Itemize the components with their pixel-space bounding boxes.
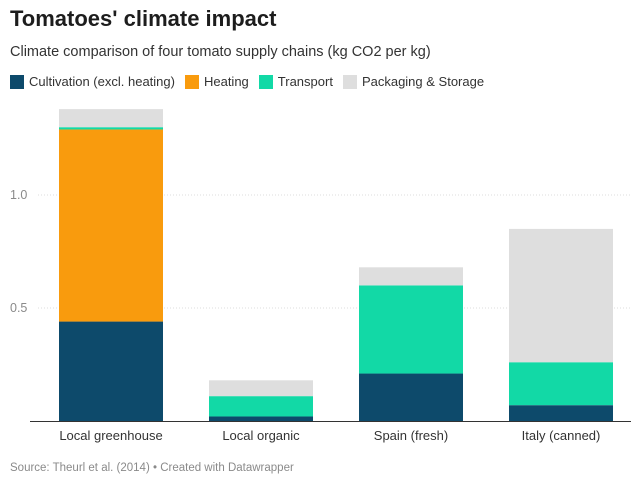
legend-label-cultivation: Cultivation (excl. heating) [29,74,175,89]
bar-segment-cultivation-excl-heating [209,416,313,421]
legend-item-cultivation: Cultivation (excl. heating) [10,74,175,89]
legend-label-packaging: Packaging & Storage [361,74,485,89]
bar-segment-cultivation-excl-heating [59,321,163,421]
source-footer: Source: Theurl et al. (2014) • Created w… [10,462,294,474]
legend-label-transport: Transport [277,74,333,89]
legend-swatch-heating [184,74,199,89]
legend-swatch-cultivation [10,74,24,89]
legend-swatch-transport [258,74,273,89]
legend-item-packaging: Packaging & Storage [342,74,485,89]
chart-subtitle: Climate comparison of four tomato supply… [10,44,431,60]
bar-segment-cultivation-excl-heating [509,405,613,421]
x-category-label: Italy (canned) [522,428,601,443]
y-tick-label: 0.5 [10,301,27,315]
legend: Cultivation (excl. heating) Heating Tran… [10,74,494,89]
bar-segment-transport [509,362,613,406]
x-category-label: Local organic [222,428,300,443]
bar-segment-transport [359,285,463,374]
legend-item-heating: Heating [184,74,249,89]
bar-segment-transport [59,127,163,130]
bar-segment-heating [59,129,163,322]
bar-segment-transport [209,396,313,417]
x-category-label: Spain (fresh) [374,428,448,443]
bar-segment-packaging-storage [59,109,163,128]
legend-swatch-packaging [342,74,357,89]
bar-segment-packaging-storage [359,267,463,286]
chart-title: Tomatoes' climate impact [10,6,277,31]
legend-label-heating: Heating [203,74,249,89]
x-category-label: Local greenhouse [59,428,162,443]
legend-item-transport: Transport [258,74,333,89]
bar-segment-packaging-storage [209,380,313,397]
y-tick-label: 1.0 [10,188,27,202]
bar-segment-packaging-storage [509,228,613,363]
bar-segment-cultivation-excl-heating [359,373,463,421]
